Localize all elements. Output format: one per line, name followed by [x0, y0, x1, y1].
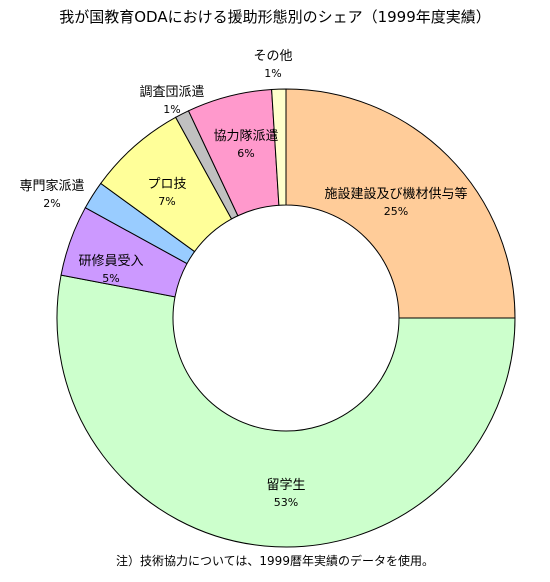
- slice-value-label: 1%: [264, 67, 281, 80]
- slice-value-label: 6%: [237, 147, 254, 160]
- slice-label: 協力隊派遣: [213, 128, 278, 144]
- donut-slice: [56, 274, 516, 548]
- slice-label: 施設建設及び機材供与等: [324, 186, 467, 202]
- slice-label: 研修員受入: [78, 254, 143, 269]
- donut-slice: [271, 88, 287, 206]
- slice-label: プロ技: [147, 177, 186, 192]
- slice-label: 調査団派遣: [139, 85, 204, 100]
- slice-value-label: 2%: [43, 197, 60, 210]
- slice-label: 留学生: [266, 477, 305, 493]
- slice-value-label: 5%: [102, 272, 119, 285]
- slice-value-label: 25%: [384, 205, 408, 218]
- chart-title: 我が国教育ODAにおける援助形態別のシェア（1999年度実績）: [59, 8, 491, 26]
- slice-label: その他: [253, 49, 292, 64]
- slice-value-label: 53%: [274, 496, 298, 509]
- slice-value-label: 7%: [158, 195, 175, 208]
- chart-footnote: 注）技術協力については、1999暦年実績のデータを使用。: [116, 554, 434, 568]
- donut-slice: [285, 88, 516, 319]
- slice-label: 専門家派遣: [19, 178, 84, 194]
- slice-value-label: 1%: [163, 103, 180, 116]
